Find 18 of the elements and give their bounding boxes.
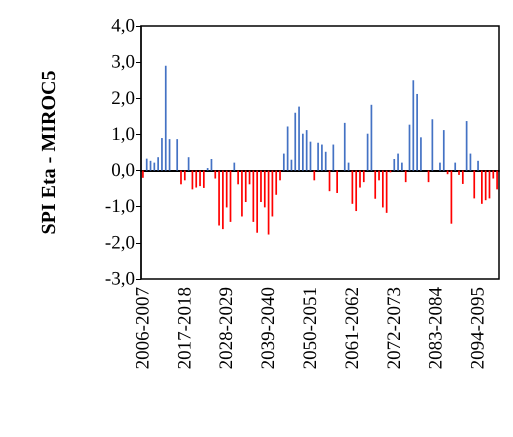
y-tick-label: -3,0 <box>104 268 135 290</box>
y-axis-title: SPI Eta - MIROC5 <box>38 70 60 234</box>
y-tick-label: 2,0 <box>111 88 135 109</box>
x-tick-label: 2017-2018 <box>174 287 196 370</box>
x-tick-label: 2050-2051 <box>300 287 321 370</box>
y-tick-label: 1,0 <box>111 124 135 145</box>
x-tick-label: 2039-2040 <box>258 287 280 370</box>
x-tick-label: 2061-2062 <box>342 287 363 370</box>
x-tick-label: 2028-2029 <box>216 287 238 370</box>
x-tick-label: 2094-2095 <box>468 287 489 370</box>
y-tick-label: -1,0 <box>104 196 135 218</box>
y-tick-label: 0,0 <box>111 160 135 182</box>
x-tick-label: 2083-2084 <box>426 286 447 370</box>
y-tick-label: 3,0 <box>111 52 135 73</box>
y-tick-label: 4,0 <box>111 16 135 36</box>
x-tick-label: 2006-2007 <box>132 287 154 370</box>
x-tick-label: 2072-2073 <box>384 287 405 370</box>
y-tick-label: -2,0 <box>104 232 135 254</box>
